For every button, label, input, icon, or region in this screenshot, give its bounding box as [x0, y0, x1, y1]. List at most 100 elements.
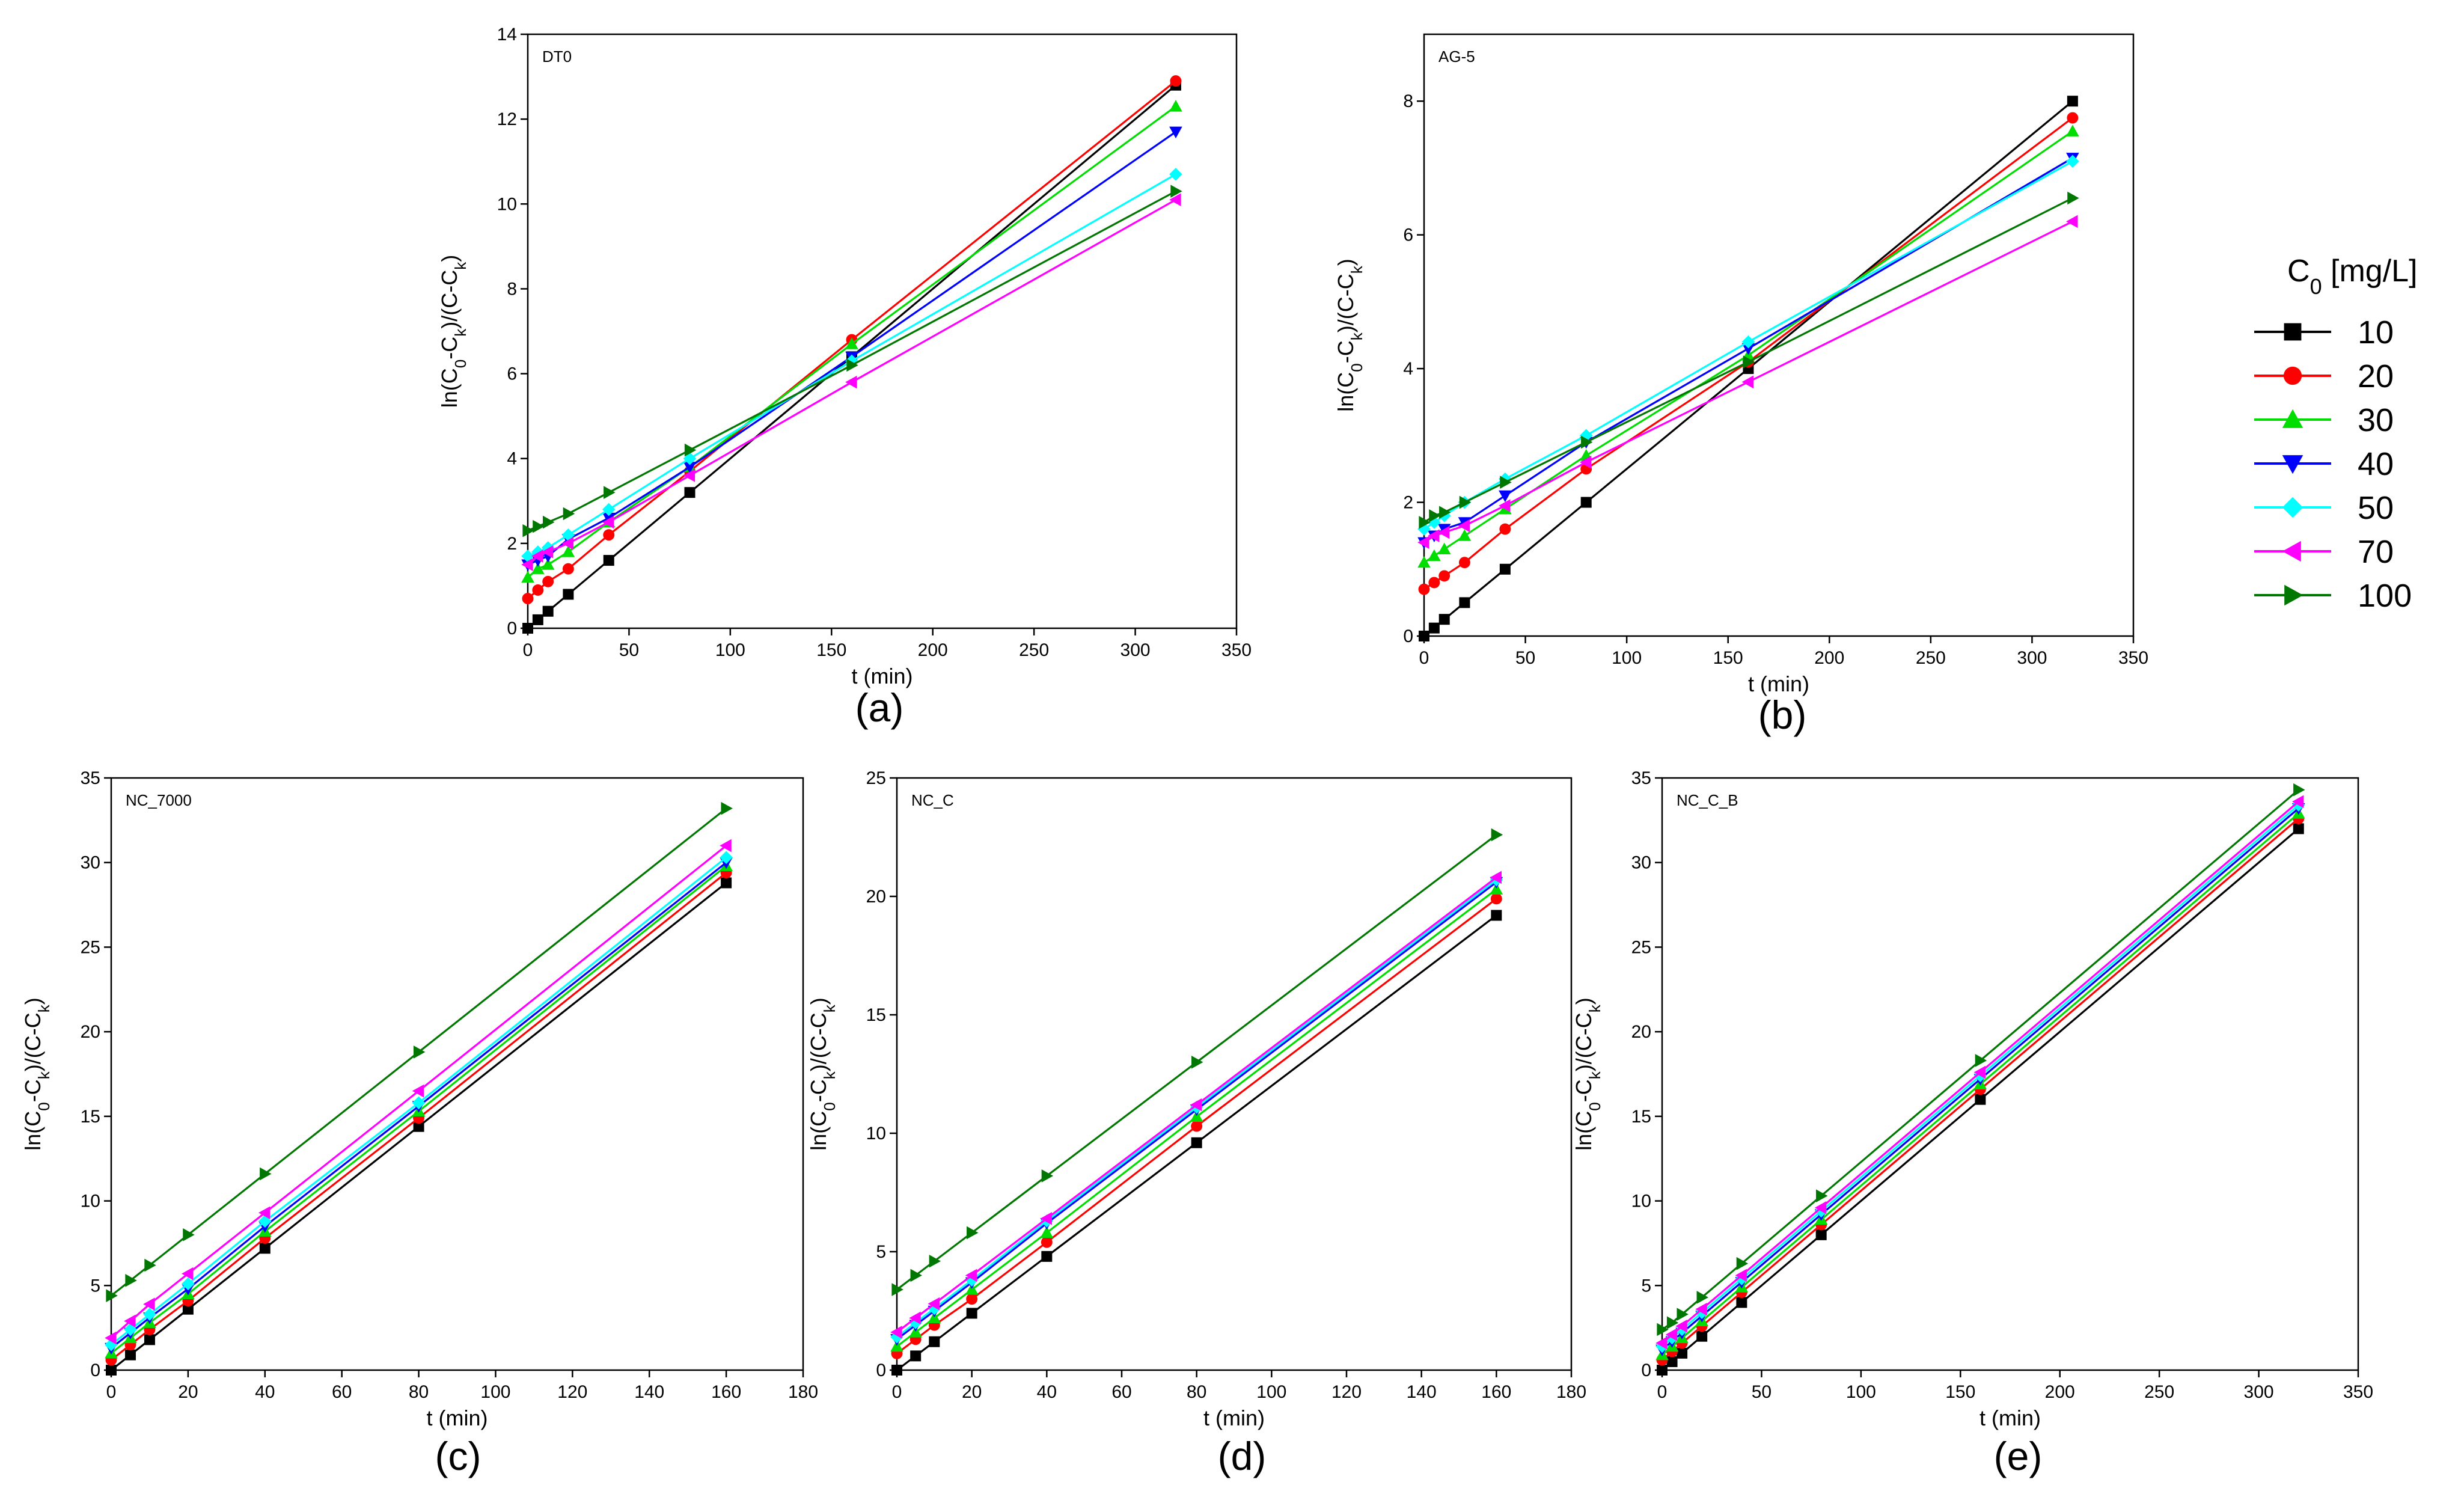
data-point	[1169, 168, 1182, 181]
y-tick-label: 0	[1403, 626, 1413, 646]
chart-panel-d: 0 20 40 60 80 100 120 140 160 180 0 5 10 15 20 25 t (min…	[806, 768, 1586, 1478]
data-point	[542, 575, 554, 587]
x-tick-label: 40	[255, 1382, 275, 1402]
data-point	[1490, 893, 1502, 905]
panel-title: DT0	[542, 47, 572, 66]
legend-item: 40	[2254, 446, 2394, 482]
data-point	[543, 515, 555, 529]
data-point	[846, 358, 858, 372]
panel-caption: (c)	[435, 1434, 481, 1478]
y-tick-label: 30	[1631, 853, 1651, 873]
data-point	[563, 589, 574, 600]
series-100	[891, 828, 1503, 1296]
data-point	[1657, 1365, 1668, 1376]
y-axis-title: ln(C0-Ck)/(C-Ck)	[1333, 259, 1366, 411]
data-point	[928, 1297, 940, 1311]
x-tick-label: 140	[634, 1382, 664, 1402]
x-tick-label: 350	[1221, 640, 1252, 660]
data-point	[144, 1334, 155, 1345]
data-point	[532, 614, 543, 625]
data-point	[561, 537, 574, 550]
data-point	[891, 1283, 903, 1296]
plot-frame	[110, 777, 804, 1371]
x-tick-label: 40	[1037, 1382, 1057, 1402]
data-point	[258, 1206, 271, 1220]
chart-panel-e: 0 50 100 150 200 250 300 350 0 5 10 15 20 25 30 35 t (mi…	[1571, 768, 2373, 1478]
x-tick-label: 50	[619, 640, 639, 660]
series-70	[105, 839, 732, 1345]
x-tick-label: 100	[715, 640, 745, 660]
data-point	[1169, 126, 1182, 139]
data-point	[1491, 910, 1502, 921]
x-tick-label: 80	[1187, 1382, 1206, 1402]
series-50	[105, 851, 733, 1351]
x-tick-label: 250	[1916, 648, 1946, 668]
data-point	[910, 1350, 922, 1362]
data-point	[182, 1303, 194, 1315]
data-point	[721, 877, 732, 889]
legend-item: 100	[2254, 578, 2412, 614]
panel-caption: (d)	[1218, 1434, 1267, 1478]
data-point	[260, 1167, 272, 1181]
data-point	[532, 584, 544, 596]
y-tick-label: 15	[1631, 1107, 1651, 1127]
data-point	[1677, 1347, 1688, 1359]
x-tick-label: 0	[523, 640, 533, 660]
x-tick-label: 200	[918, 640, 948, 660]
data-point	[521, 571, 534, 583]
x-tick-label: 120	[557, 1382, 587, 1402]
data-point	[909, 1316, 922, 1329]
data-point	[412, 1096, 426, 1110]
data-point	[1973, 1065, 1986, 1079]
y-tick-label: 10	[1631, 1192, 1651, 1211]
data-point	[2067, 96, 2078, 107]
data-point	[1040, 1226, 1054, 1238]
data-point	[2066, 124, 2079, 136]
data-point	[522, 593, 534, 605]
data-point	[1429, 509, 1441, 522]
data-point	[603, 529, 615, 541]
series-70	[890, 871, 1502, 1339]
panel-title: NC_C	[911, 791, 954, 809]
data-point	[890, 1330, 903, 1344]
plot-frame	[527, 33, 1238, 629]
y-tick-label: 14	[497, 25, 517, 44]
y-tick-label: 10	[497, 194, 517, 214]
data-point	[1816, 1189, 1828, 1202]
data-point	[144, 1258, 156, 1272]
data-point	[2066, 155, 2079, 168]
data-point	[965, 1269, 977, 1282]
data-point	[1735, 1269, 1747, 1282]
legend-marker	[2282, 409, 2304, 428]
legend-label: 50	[2358, 490, 2394, 526]
data-point	[1437, 542, 1451, 555]
legend-item: 20	[2254, 358, 2394, 394]
x-tick-label: 0	[106, 1382, 117, 1402]
data-point	[1418, 583, 1430, 595]
data-point	[1741, 375, 1754, 389]
data-point	[1677, 1308, 1689, 1321]
x-axis-title: t (min)	[1203, 1406, 1265, 1430]
x-tick-label: 150	[816, 640, 846, 660]
x-tick-label: 50	[1515, 648, 1535, 668]
x-tick-label: 80	[409, 1382, 429, 1402]
x-tick-label: 180	[1556, 1382, 1586, 1402]
x-axis-title: t (min)	[1979, 1406, 2041, 1430]
data-point	[1696, 1330, 1708, 1342]
y-tick-label: 0	[90, 1361, 100, 1380]
data-point	[531, 549, 543, 563]
series-10	[106, 877, 732, 1376]
legend-label: 100	[2358, 578, 2412, 614]
data-point	[967, 1226, 979, 1240]
data-point	[1190, 1098, 1202, 1112]
x-tick-label: 300	[1120, 640, 1151, 660]
data-point	[2067, 191, 2079, 205]
series-10	[891, 910, 1502, 1376]
data-point	[1459, 495, 1472, 509]
y-axis-title: ln(C0-Ck)/(C-Ck)	[437, 255, 469, 408]
data-point	[602, 515, 614, 529]
panel-caption: (e)	[1994, 1434, 2043, 1478]
y-tick-label: 10	[866, 1124, 886, 1143]
series-70	[1417, 215, 2078, 549]
y-tick-label: 5	[1641, 1276, 1651, 1296]
